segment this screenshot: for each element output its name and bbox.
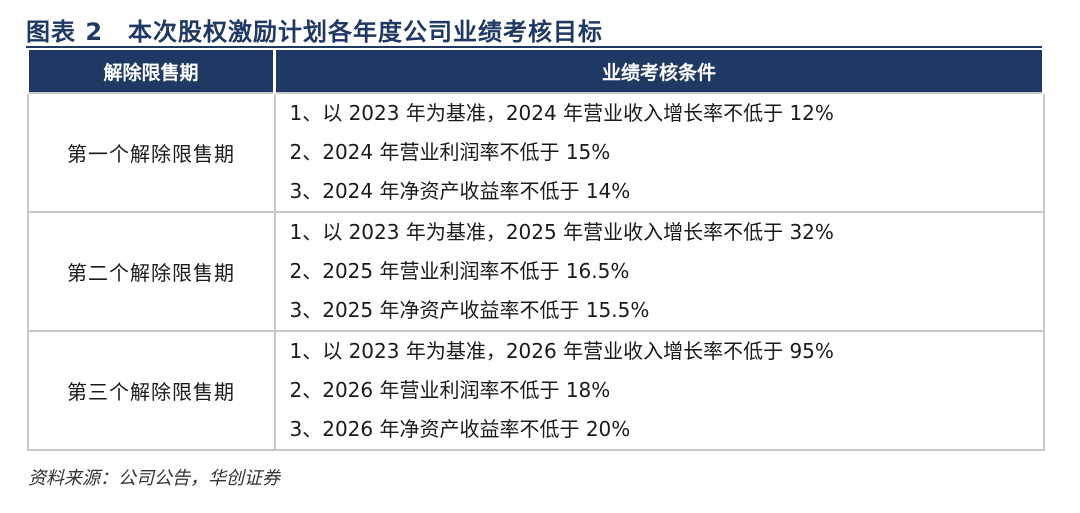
condition-line: 1、以 2023 年为基准，2024 年营业收入增长率不低于 12% [289, 101, 834, 125]
period-cell: 第二个解除限售期 [26, 211, 276, 332]
condition-line: 2、2025 年营业利润率不低于 16.5% [289, 259, 630, 283]
condition-line: 2、2024 年营业利润率不低于 15% [289, 140, 611, 164]
table-header-row: 解除限售期 业绩考核条件 [26, 50, 1045, 93]
condition-line: 1、以 2023 年为基准，2025 年营业收入增长率不低于 32% [289, 220, 834, 244]
condition-line: 3、2025 年净资产收益率不低于 15.5% [289, 298, 650, 322]
table-row: 第三个解除限售期 1、以 2023 年为基准，2026 年营业收入增长率不低于 … [26, 330, 1045, 451]
header-period: 解除限售期 [26, 50, 276, 93]
table-row: 第一个解除限售期 1、以 2023 年为基准，2024 年营业收入增长率不低于 … [26, 92, 1045, 213]
source-note: 资料来源：公司公告，华创证券 [28, 468, 280, 489]
performance-target-table: 解除限售期 业绩考核条件 第一个解除限售期 1、以 2023 年为基准，2024… [26, 50, 1045, 451]
condition-line: 3、2024 年净资产收益率不低于 14% [289, 179, 631, 203]
header-conditions: 业绩考核条件 [273, 50, 1045, 93]
title-rule [26, 46, 1042, 48]
period-cell: 第一个解除限售期 [26, 92, 276, 213]
conditions-cell: 1、以 2023 年为基准，2024 年营业收入增长率不低于 12% 2、202… [273, 92, 1045, 213]
table-row: 第二个解除限售期 1、以 2023 年为基准，2025 年营业收入增长率不低于 … [26, 211, 1045, 332]
conditions-cell: 1、以 2023 年为基准，2026 年营业收入增长率不低于 95% 2、202… [273, 330, 1045, 451]
condition-line: 3、2026 年净资产收益率不低于 20% [289, 417, 631, 441]
condition-line: 2、2026 年营业利润率不低于 18% [289, 378, 611, 402]
period-cell: 第三个解除限售期 [26, 330, 276, 451]
conditions-cell: 1、以 2023 年为基准，2025 年营业收入增长率不低于 32% 2、202… [273, 211, 1045, 332]
figure-title: 图表 2 本次股权激励计划各年度公司业绩考核目标 [26, 18, 604, 46]
condition-line: 1、以 2023 年为基准，2026 年营业收入增长率不低于 95% [289, 339, 834, 363]
